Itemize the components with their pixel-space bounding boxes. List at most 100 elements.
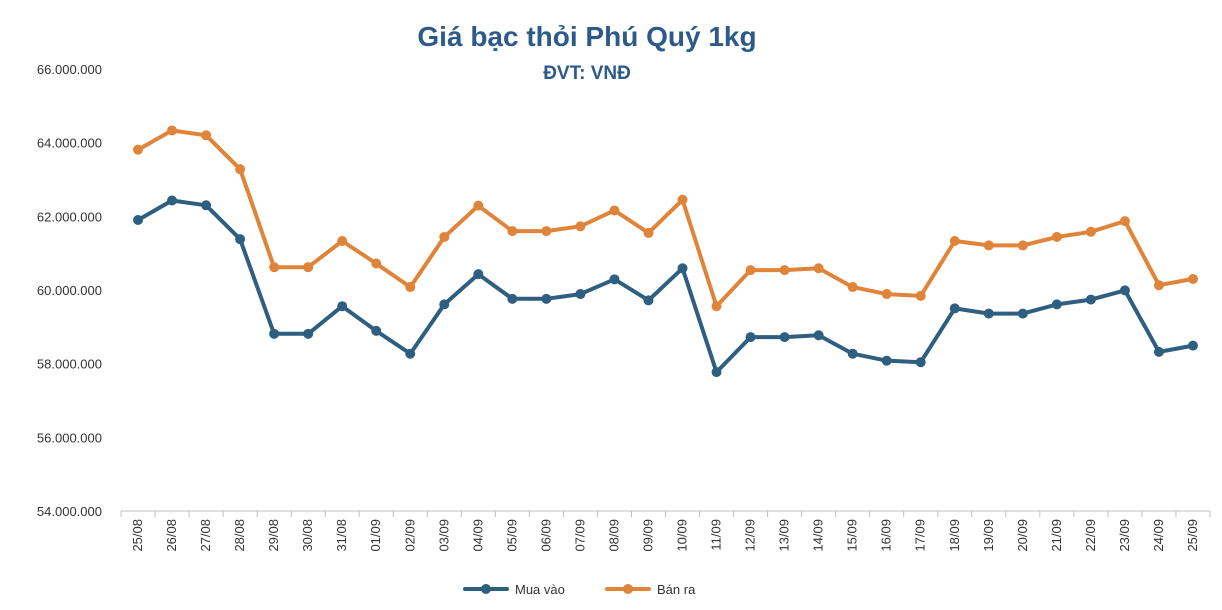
data-point <box>745 332 756 343</box>
x-tick-label: 17/09 <box>913 519 928 552</box>
data-point <box>1051 231 1062 242</box>
data-point <box>167 125 178 136</box>
data-point <box>813 263 824 274</box>
data-point <box>473 200 484 211</box>
x-tick-label: 23/09 <box>1117 519 1132 552</box>
y-tick-label: 60.000.000 <box>37 283 102 298</box>
data-point <box>1153 346 1164 357</box>
x-tick-label: 30/08 <box>300 519 315 552</box>
data-point <box>983 308 994 319</box>
series-line <box>136 128 1195 309</box>
data-point <box>847 348 858 359</box>
data-point <box>1051 299 1062 310</box>
data-point <box>1085 226 1096 237</box>
data-point <box>813 330 824 341</box>
data-point <box>439 231 450 242</box>
x-tick-label: 05/09 <box>504 519 519 552</box>
data-point <box>609 274 620 285</box>
x-tick-label: 06/09 <box>538 519 553 552</box>
x-tick-label: 29/08 <box>266 519 281 552</box>
data-point <box>643 227 654 238</box>
x-tick-label: 15/09 <box>845 519 860 552</box>
x-tick-label: 28/08 <box>232 519 247 552</box>
data-point <box>881 289 892 300</box>
x-tick-label: 03/09 <box>436 519 451 552</box>
x-tick-label: 21/09 <box>1049 519 1064 552</box>
data-point <box>1017 308 1028 319</box>
x-tick-label: 26/08 <box>164 519 179 552</box>
data-point <box>609 205 620 216</box>
x-tick-label: 27/08 <box>198 519 213 552</box>
data-point <box>133 215 144 226</box>
data-point <box>507 293 518 304</box>
x-tick-label: 09/09 <box>640 519 655 552</box>
data-point <box>201 200 212 211</box>
data-point <box>371 325 382 336</box>
series-line <box>136 198 1195 375</box>
legend-marker <box>623 584 633 594</box>
x-tick-label: 10/09 <box>675 519 690 552</box>
x-tick-label: 16/09 <box>879 519 894 552</box>
data-point <box>643 295 654 306</box>
data-point <box>983 240 994 251</box>
data-point <box>235 234 246 245</box>
data-point <box>337 236 348 247</box>
data-point <box>473 269 484 280</box>
x-tick-label: 04/09 <box>470 519 485 552</box>
x-tick-label: 08/09 <box>606 519 621 552</box>
legend: Mua vào Bán ra <box>463 582 696 597</box>
data-point <box>133 144 144 155</box>
data-point <box>575 221 586 232</box>
x-axis: 25/08 26/08 27/08 28/08 29/08 30/08 31/08 01/09… <box>120 510 1211 552</box>
legend-marker <box>481 584 491 594</box>
y-tick-label: 54.000.000 <box>37 504 102 519</box>
data-point <box>439 299 450 310</box>
legend-label: Mua vào <box>515 582 565 597</box>
data-point <box>405 348 416 359</box>
x-tick-label: 01/09 <box>368 519 383 552</box>
data-point <box>949 303 960 314</box>
x-tick-label: 25/09 <box>1185 519 1200 552</box>
y-tick-label: 56.000.000 <box>37 430 102 445</box>
chart-subtitle: ĐVT: VNĐ <box>543 63 631 84</box>
series-group <box>133 125 1198 378</box>
data-point <box>235 164 246 175</box>
data-point <box>1085 294 1096 305</box>
data-point <box>337 301 348 312</box>
data-point <box>405 282 416 293</box>
x-tick-label: 14/09 <box>811 519 826 552</box>
data-point <box>711 367 722 378</box>
x-tick-label: 31/08 <box>334 519 349 552</box>
data-point <box>1119 285 1130 296</box>
x-tick-label: 25/08 <box>130 519 145 552</box>
x-tick-label: 11/09 <box>709 519 724 551</box>
chart-title: Giá bạc thỏi Phú Quý 1kg <box>417 21 756 52</box>
data-point <box>915 290 926 301</box>
x-tick-label: 20/09 <box>1015 519 1030 552</box>
data-point <box>915 357 926 368</box>
data-point <box>677 194 688 205</box>
y-tick-label: 62.000.000 <box>37 209 102 224</box>
data-point <box>167 195 178 206</box>
x-tick-label: 13/09 <box>777 519 792 552</box>
data-point <box>303 328 314 339</box>
data-point <box>677 263 688 274</box>
data-point <box>745 265 756 276</box>
x-tick-label: 07/09 <box>572 519 587 552</box>
data-point <box>541 293 552 304</box>
data-point <box>1017 240 1028 251</box>
data-point <box>507 226 518 237</box>
data-point <box>201 130 212 141</box>
data-point <box>1187 273 1198 284</box>
data-point <box>575 289 586 300</box>
data-point <box>1119 216 1130 227</box>
data-point <box>371 258 382 269</box>
data-point <box>881 355 892 366</box>
data-point <box>779 265 790 276</box>
data-point <box>1187 340 1198 351</box>
data-point <box>779 332 790 343</box>
x-tick-label: 19/09 <box>981 519 996 552</box>
x-tick-label: 22/09 <box>1083 519 1098 552</box>
data-point <box>303 262 314 273</box>
